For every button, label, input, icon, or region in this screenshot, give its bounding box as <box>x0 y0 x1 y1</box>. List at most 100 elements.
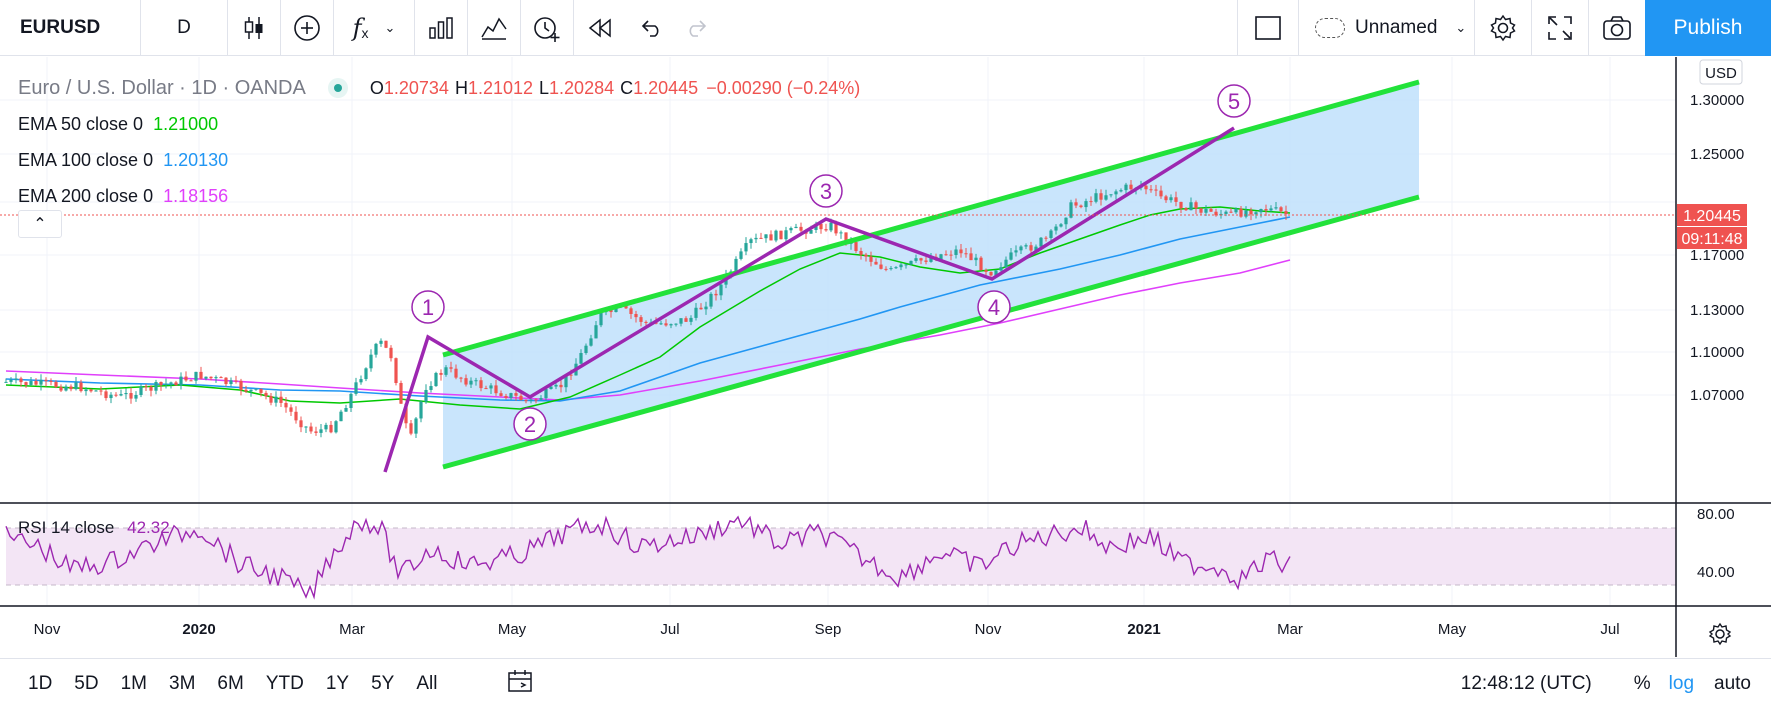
utc-clock[interactable]: 12:48:12 (UTC) <box>1460 672 1592 694</box>
layout-name-button[interactable]: Unnamed ⌄ <box>1299 0 1474 56</box>
candle-body <box>34 381 38 385</box>
price-axis[interactable]: 1.30000 1.25000 1.17000 1.13000 1.10000 1.070… <box>1690 92 1744 404</box>
candle-body <box>54 381 58 388</box>
candle-body <box>569 374 573 376</box>
range-button-3m[interactable]: 3M <box>169 672 196 694</box>
range-button-1m[interactable]: 1M <box>120 672 147 694</box>
goto-date-calendar-icon[interactable] <box>507 669 537 699</box>
percent-scale-button[interactable]: % <box>1633 672 1651 694</box>
replay-icon[interactable] <box>574 0 626 56</box>
ema-label: EMA 200 close 0 <box>18 185 154 206</box>
toolbar-divider <box>414 0 415 56</box>
log-scale-button[interactable]: log <box>1668 672 1695 694</box>
candle-body <box>1179 201 1183 209</box>
compare-icon[interactable] <box>468 0 520 56</box>
range-button-6m[interactable]: 6M <box>217 672 244 694</box>
range-button-ytd[interactable]: YTD <box>265 672 304 694</box>
range-button-5y[interactable]: 5Y <box>371 672 395 694</box>
publish-button[interactable]: Publish <box>1645 0 1771 56</box>
wave-label-1[interactable]: 1 <box>411 290 445 324</box>
fx-icon: f <box>352 13 362 42</box>
range-button-5d[interactable]: 5D <box>74 672 99 694</box>
candle-body <box>294 411 298 421</box>
candle-body <box>679 318 683 324</box>
redo-icon[interactable] <box>678 0 714 56</box>
fullscreen-icon[interactable] <box>1532 0 1588 56</box>
svg-text:1: 1 <box>422 295 434 320</box>
candle-body <box>19 378 23 383</box>
ema200-line <box>5 259 1291 401</box>
collapse-legend-button[interactable]: ⌃ <box>18 210 62 238</box>
range-button-all[interactable]: All <box>416 672 438 694</box>
time-axis[interactable]: Nov 2020 Mar May Jul Sep Nov 2021 Mar May Jul <box>34 621 1620 638</box>
ohlc-key: L <box>539 77 550 98</box>
candle-body <box>224 377 228 385</box>
candle-body <box>1029 245 1033 251</box>
candle-body <box>74 382 78 390</box>
price-change: −0.00290 (−0.24%) <box>706 77 861 98</box>
candle-body <box>1249 210 1253 215</box>
candle-body <box>394 358 398 384</box>
symbol-search-button[interactable]: EURUSD <box>20 16 101 38</box>
ema-legend-row[interactable]: EMA 200 close 0 1.18156 <box>18 178 860 214</box>
candle-body <box>194 371 198 381</box>
ema100-line <box>5 216 1291 402</box>
chart-settings-icon[interactable] <box>1708 622 1732 646</box>
fx-sub: x <box>361 24 369 41</box>
candle-body <box>469 380 473 385</box>
candle-body <box>159 381 163 385</box>
time-tick-label: Nov <box>34 621 61 638</box>
countdown-label: 09:11:48 <box>1681 231 1742 248</box>
ohlc-value: 1.21012 <box>467 77 534 98</box>
market-open-icon <box>327 78 348 98</box>
currency-badge[interactable] <box>1699 59 1743 85</box>
interval-button[interactable]: D <box>177 16 191 38</box>
price-chart[interactable]: 1 2 3 4 5 USD 1.30000 1.25000 1.17000 1.130… <box>0 57 1771 657</box>
range-button-1d[interactable]: 1D <box>28 672 53 694</box>
candle-body <box>14 378 18 380</box>
wave-label-5[interactable]: 5 <box>1217 84 1251 118</box>
candle-body <box>109 394 113 399</box>
ema-legend-row[interactable]: EMA 100 close 0 1.20130 <box>18 142 860 178</box>
candle-body <box>4 381 8 383</box>
candles-icon[interactable] <box>228 0 280 56</box>
candle-body <box>319 429 323 433</box>
add-indicator-icon[interactable] <box>281 0 333 56</box>
wave-label-3[interactable]: 3 <box>809 174 843 208</box>
candle-body <box>414 418 418 434</box>
candle-body <box>149 386 153 391</box>
candles <box>4 180 1288 439</box>
camera-icon[interactable] <box>1589 0 1645 56</box>
candle-body <box>49 380 53 382</box>
financials-icon[interactable] <box>415 0 467 56</box>
range-button-1y[interactable]: 1Y <box>325 672 350 694</box>
auto-scale-button[interactable]: auto <box>1714 672 1751 694</box>
candle-body <box>789 228 793 231</box>
candle-body <box>1149 189 1153 191</box>
symbol-legend-row[interactable]: Euro / U.S. Dollar · 1D · OANDA O1.20734… <box>18 70 860 106</box>
candle-body <box>564 374 568 388</box>
candle-body <box>809 229 813 234</box>
ema-legend-row[interactable]: EMA 50 close 0 1.21000 <box>18 106 860 142</box>
date-range-buttons: 1D 5D 1M 3M 6M YTD 1Y 5Y All <box>0 673 437 695</box>
channel-upper-line <box>442 79 1420 358</box>
rsi-legend[interactable]: RSI 14 close 42.32 <box>18 518 170 538</box>
wave-label-4[interactable]: 4 <box>977 290 1011 324</box>
candle-body <box>184 376 188 381</box>
currency-label: USD <box>1705 65 1737 82</box>
time-tick-label: 2020 <box>182 621 215 638</box>
alert-clock-icon[interactable] <box>521 0 573 56</box>
candle-body <box>884 268 888 270</box>
settings-gear-icon[interactable] <box>1475 0 1531 56</box>
wave-label-2[interactable]: 2 <box>513 407 547 441</box>
candle-body <box>999 267 1003 271</box>
time-tick-label: Sep <box>815 621 842 638</box>
layout-select-icon[interactable] <box>1238 0 1298 56</box>
undo-icon[interactable] <box>626 0 678 56</box>
symbol-title: Euro / U.S. Dollar · 1D · OANDA <box>18 76 306 99</box>
candle-body <box>114 394 118 396</box>
candle-body <box>929 256 933 262</box>
candle-body <box>969 253 973 261</box>
candle-body <box>684 318 688 322</box>
